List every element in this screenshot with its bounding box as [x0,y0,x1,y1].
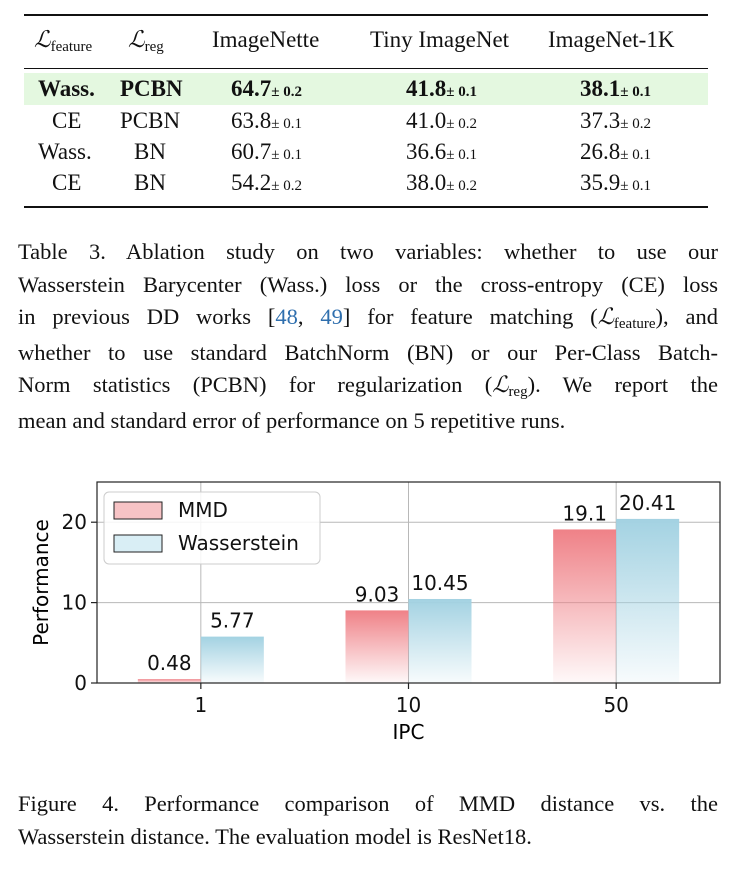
bar-value-label: 5.77 [210,609,255,633]
bar-value-label: 0.48 [147,651,192,675]
citation-link[interactable]: 49 [320,304,343,329]
legend-label: Wasserstein [178,531,299,555]
caption-line: Norm statistics (PCBN) for regularizatio… [18,372,719,400]
header-imagenet-1k: ImageNet-1K [548,27,675,52]
chart-legend: MMD Wasserstein [103,491,321,565]
bar-wasserstein [616,518,680,683]
table-cell-value: 38.0± 0.2 [406,170,477,195]
legend-swatch [113,501,163,520]
x-axis-label: IPC [393,720,425,744]
figure-caption: Figure 4. Performance comparison of MMD … [18,788,718,853]
table-cell-value: 63.8± 0.1 [231,108,302,133]
caption-line: Figure 4. Performance comparison of MMD … [18,791,718,816]
y-axis-label: Performance [29,519,53,646]
header-tiny-imagenet: Tiny ImageNet [370,27,510,52]
bar-value-label: 9.03 [355,582,400,606]
results-table: ℒfeature ℒreg ImageNette Tiny ImageNet I… [24,14,708,208]
performance-bar-chart: 0 10 20 1 10 50 0.48 9.03 19.1 5.77 10.45 20.41 IP… [29,481,721,744]
table-cell-reg: BN [134,139,166,164]
bar-mmd [553,529,617,683]
caption-line: Wasserstein Barycenter (Wass.) loss or t… [18,271,718,297]
x-tick-label: 1 [194,693,207,717]
citation-link[interactable]: 48 [275,304,298,329]
caption-line: in previous DD works [48, 49] for featur… [18,304,719,332]
table-cell-value: 35.9± 0.1 [580,170,651,195]
caption-line: mean and standard error of performance o… [18,407,566,433]
bar-mmd [345,610,409,683]
table-header-rule [24,68,708,70]
table-cell-reg: BN [134,170,166,195]
bar-value-label: 10.45 [411,571,468,595]
header-imagenette: ImageNette [212,27,320,52]
legend-label: MMD [178,498,228,522]
y-tick-label: 10 [62,591,87,615]
legend-swatch [113,534,163,553]
bar-mmd [137,679,201,683]
table-cell-feature: CE [52,170,82,195]
table-caption: Table 3. Ablation study on two variables… [18,236,718,437]
caption-line: Wasserstein distance. The evaluation mod… [18,823,532,849]
y-tick-label: 20 [62,510,87,534]
table-top-rule [24,14,708,16]
caption-line: whether to use standard BatchNorm (BN) o… [18,339,718,365]
table-cell-feature: Wass. [38,139,92,164]
table-cell-value: 26.8± 0.1 [580,139,651,164]
table-cell-feature: CE [52,108,82,133]
bar-wasserstein [200,636,264,683]
table-cell-feature: Wass. [38,76,95,101]
y-tick-label: 0 [74,671,87,695]
x-tick-label: 50 [603,693,628,717]
bar-wasserstein [408,598,472,683]
table-cell-value: 41.0± 0.2 [406,108,477,133]
header-feature-loss: ℒfeature [34,27,93,55]
table-cell-value: 60.7± 0.1 [231,139,302,164]
caption-line: Table 3. Ablation study on two variables… [18,239,718,264]
table-cell-value: 38.1± 0.1 [580,76,651,101]
header-reg-loss: ℒreg [128,27,164,55]
table-cell-value: 64.7± 0.2 [231,76,302,101]
bar-value-label: 20.41 [619,491,676,515]
table-cell-value: 54.2± 0.2 [231,170,302,195]
table-cell-value: 36.6± 0.1 [406,139,477,164]
best-row-highlight [24,73,708,105]
table-cell-reg: PCBN [120,76,183,101]
x-tick-label: 10 [396,693,421,717]
table-cell-reg: PCBN [120,108,181,133]
table-cell-value: 41.8± 0.1 [406,76,477,101]
table-bottom-rule [24,206,708,208]
bar-value-label: 19.1 [562,501,607,525]
table-cell-value: 37.3± 0.2 [580,108,651,133]
